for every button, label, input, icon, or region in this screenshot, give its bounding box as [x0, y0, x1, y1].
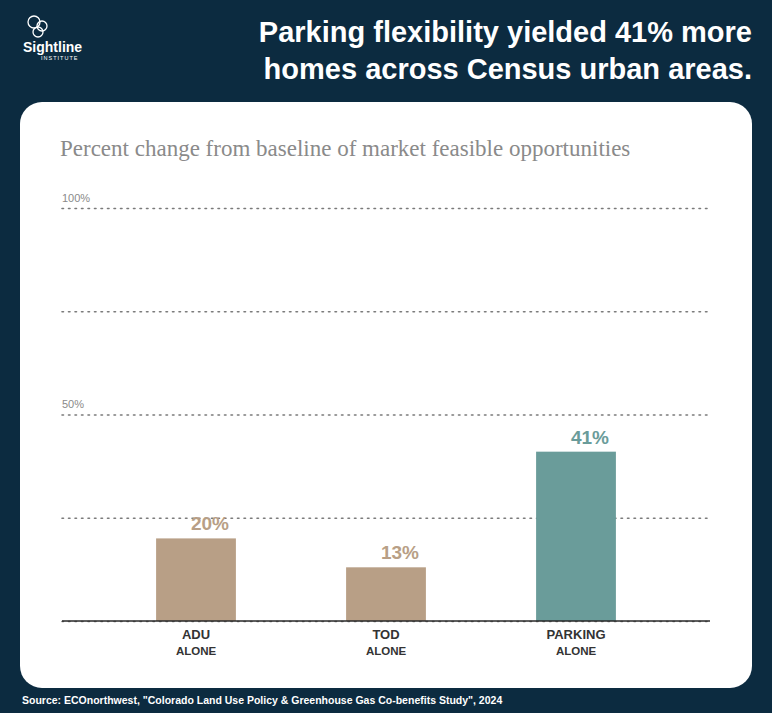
y-axis-line — [63, 209, 711, 622]
source: Source: ECOnorthwest, "Colorado Land Use… — [22, 694, 502, 706]
subtitle: Percent change from baseline of market f… — [60, 136, 630, 161]
logo-icon — [33, 27, 43, 37]
grid-line — [62, 414, 710, 416]
x-axis-line — [62, 620, 710, 622]
grid-line — [62, 621, 710, 623]
y-tick — [62, 621, 710, 622]
logo-text: Sightline — [23, 39, 82, 55]
y-axis: 50% 100% — [62, 192, 710, 622]
x-tick-label: PARKINGALONE — [547, 627, 606, 657]
logo: SightlineINSTITUTE — [23, 16, 82, 61]
bar — [156, 538, 236, 621]
x-tick: ADUALONE — [176, 621, 217, 657]
logo-subtext: INSTITUTE — [41, 55, 78, 61]
chart-title: Parking flexibility yielded 41% more hom… — [170, 14, 752, 88]
x-axis: ADUALONE TODALONE PARKINGALONE — [62, 621, 710, 657]
card — [20, 102, 752, 688]
bar — [536, 452, 616, 621]
y-tick — [62, 311, 710, 312]
y-tick-label: 100% — [62, 192, 90, 204]
y-tick: 50% — [62, 398, 710, 415]
y-tick-label: 50% — [62, 398, 84, 410]
data-labels: 20% 13% 41% — [191, 427, 609, 564]
x-tick: PARKINGALONE — [547, 621, 606, 657]
x-tick-label: TODALONE — [366, 627, 407, 657]
canvas: SightlineINSTITUTE Percent change from ba… — [0, 0, 772, 713]
grid-line — [62, 311, 710, 313]
x-tick-label: ADUALONE — [176, 627, 217, 657]
y-tick: 100% — [62, 192, 710, 209]
bar — [346, 567, 426, 621]
x-tick: TODALONE — [366, 621, 407, 657]
bars — [156, 452, 616, 621]
data-label: 13% — [381, 542, 419, 563]
grid-line — [62, 208, 710, 210]
data-label: 20% — [191, 513, 229, 534]
data-label: 41% — [571, 427, 609, 448]
